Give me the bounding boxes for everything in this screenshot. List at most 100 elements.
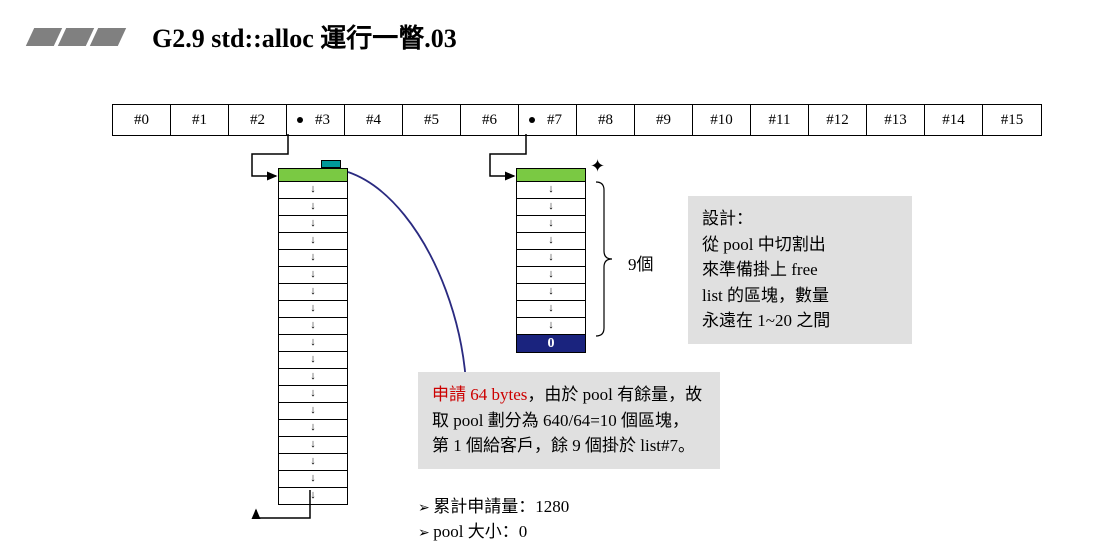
freelist-table: #0#1#2#3#4#5#6#7#8#9#10#11#12#13#14#15 [112,104,1042,136]
arrow-down-icon: ↓ [310,371,316,382]
freelist-cell: #10 [693,105,751,135]
chain-foot-pool: 0 [516,335,586,353]
freelist-cell: #7 [519,105,577,135]
stat-line: 累計申請量：1280 [418,492,569,517]
chain-block: ↓ [278,301,348,318]
header-slashes [30,28,122,46]
arrow-down-icon: ↓ [548,320,554,331]
freelist-cell: #14 [925,105,983,135]
chain-block: ↓ [278,454,348,471]
stats-block: 累計申請量：1280pool 大小：0 [418,492,569,542]
arrow-down-icon: ↓ [310,388,316,399]
chain-block: ↓ [278,284,348,301]
arrow-down-icon: ↓ [548,303,554,314]
arrow-down-icon: ↓ [310,320,316,331]
freelist-cell: #3 [287,105,345,135]
note-paragraph: 申請 64 bytes，由於 pool 有餘量，故取 pool 劃分為 640/… [432,382,706,459]
freelist-cell: #15 [983,105,1041,135]
arrow-down-icon: ↓ [310,456,316,467]
slide-header: G2.9 std::alloc 運行一瞥.03 [30,18,457,55]
chain-block: ↓ [516,284,586,301]
freelist-cell: #6 [461,105,519,135]
slash-icon [90,28,126,46]
chain-block: ↓ [278,335,348,352]
note-line: 來準備掛上 free [702,257,898,283]
design-note-box: 設計：從 pool 中切割出來準備掛上 freelist 的區塊，數量永遠在 1… [688,196,912,344]
chain-block: ↓ [278,318,348,335]
chain-block: ↓ [278,437,348,454]
freelist-cell: #4 [345,105,403,135]
freelist-cell: #2 [229,105,287,135]
chain-block: ↓ [516,318,586,335]
brace-count-label: 9個 [628,250,654,275]
note-line: 設計： [702,206,898,232]
chain-head [516,168,586,182]
freelist-cell: #13 [867,105,925,135]
stat-line: pool 大小：0 [418,517,569,542]
arrow-down-icon: ↓ [310,439,316,450]
arrow-down-icon: ↓ [310,286,316,297]
freelist-cell: #8 [577,105,635,135]
chain-block: ↓ [278,250,348,267]
arrow-down-icon: ↓ [310,184,316,195]
note-text: 申請 64 bytes [432,385,527,404]
pointer-dot-icon [297,117,303,123]
chain-block: ↓ [278,403,348,420]
note-line: 永遠在 1~20 之間 [702,308,898,334]
freelist-cell: #12 [809,105,867,135]
chain-block: ↓ [278,233,348,250]
arrow-down-icon: ↓ [310,490,316,501]
freelist-cell: #0 [113,105,171,135]
chain-block: ↓ [516,182,586,199]
slash-icon [58,28,94,46]
spark-icon: ✦ [590,156,605,177]
note-line: 從 pool 中切割出 [702,232,898,258]
arrow-down-icon: ↓ [310,422,316,433]
freelist-cell: #5 [403,105,461,135]
arrow-down-icon: ↓ [310,252,316,263]
arrow-down-icon: ↓ [548,201,554,212]
slide-title: G2.9 std::alloc 運行一瞥.03 [152,18,457,55]
freelist-cell: #11 [751,105,809,135]
arrow-down-icon: ↓ [548,252,554,263]
chain-column-3: ↓ ↓ ↓ ↓ ↓ ↓ ↓ ↓ ↓ ↓ ↓ ↓ ↓ ↓ ↓ ↓ ↓ ↓ ↓ [278,168,348,505]
freelist-cell: #9 [635,105,693,135]
chain-block: ↓ [516,250,586,267]
chain-block: ↓ [278,471,348,488]
chain-head-tab [321,160,341,168]
chain-block: ↓ [278,420,348,437]
chain-block: ↓ [278,488,348,505]
chain-head [278,168,348,182]
freelist-cell: #1 [171,105,229,135]
chain-column-7: ↓ ↓ ↓ ↓ ↓ ↓ ↓ ↓ ↓ 0 [516,168,586,353]
arrow-down-icon: ↓ [310,201,316,212]
arrow-down-icon: ↓ [310,218,316,229]
chain-block: ↓ [278,352,348,369]
arrow-down-icon: ↓ [310,473,316,484]
chain-block: ↓ [278,182,348,199]
arrow-down-icon: ↓ [310,405,316,416]
chain-block: ↓ [516,199,586,216]
chain-block: ↓ [516,216,586,233]
arrow-down-icon: ↓ [548,184,554,195]
chain-block: ↓ [278,216,348,233]
slash-icon [26,28,62,46]
request-note-box: 申請 64 bytes，由於 pool 有餘量，故取 pool 劃分為 640/… [418,372,720,469]
chain-block: ↓ [516,301,586,318]
note-line: list 的區塊，數量 [702,283,898,309]
chain-block: ↓ [278,199,348,216]
arrow-down-icon: ↓ [310,235,316,246]
arrow-down-icon: ↓ [548,235,554,246]
arrow-down-icon: ↓ [548,286,554,297]
arrow-down-icon: ↓ [310,303,316,314]
arrow-down-icon: ↓ [310,269,316,280]
chain-block: ↓ [278,386,348,403]
arrow-down-icon: ↓ [548,218,554,229]
chain-block: ↓ [278,267,348,284]
arrow-down-icon: ↓ [548,269,554,280]
arrow-down-icon: ↓ [310,337,316,348]
pointer-dot-icon [529,117,535,123]
chain-block: ↓ [516,267,586,284]
chain-block: ↓ [278,369,348,386]
chain-block: ↓ [516,233,586,250]
